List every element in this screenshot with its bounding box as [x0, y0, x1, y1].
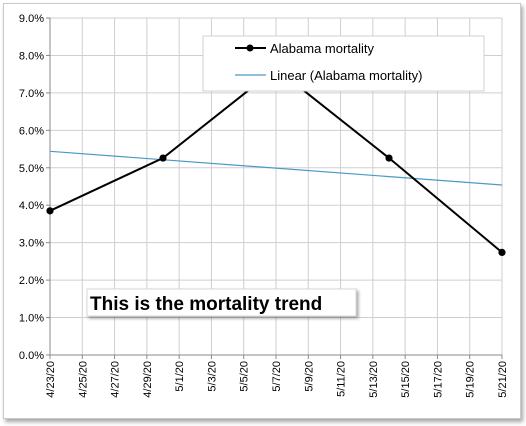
data-point-mortality [159, 154, 167, 162]
x-tick-label: 5/15/20 [400, 361, 412, 398]
x-tick-label: 4/27/20 [110, 361, 122, 398]
legend-label-mortality: Alabama mortality [270, 41, 375, 56]
x-tick-label: 5/19/20 [465, 361, 477, 398]
x-tick-label: 5/11/20 [336, 361, 348, 397]
x-tick-label: 5/3/20 [206, 361, 218, 392]
y-tick-label: 0.0% [19, 350, 44, 362]
y-tick-label: 9.0% [19, 13, 44, 25]
x-tick-label: 5/5/20 [239, 361, 251, 392]
annotation-text: This is the mortality trend [90, 294, 322, 315]
chart-frame: 0.0% 1.0% 2.0% 3.0% 4.0% 5.0% 6.0% 7.0% 8.0% 9.0%… [3, 3, 521, 419]
x-tick-label: 5/1/20 [174, 361, 186, 392]
legend: Alabama mortality Linear (Alabama mortal… [202, 35, 485, 92]
y-tick-label: 1.0% [19, 313, 44, 325]
y-tick-label: 4.0% [19, 200, 44, 212]
x-tick-label: 5/13/20 [368, 361, 380, 398]
data-point-mortality [385, 154, 393, 162]
x-axis-tick-labels: 4/23/20 4/25/20 4/27/20 4/29/20 5/1/20 5/3/20… [45, 361, 509, 398]
annotation-box [86, 288, 357, 317]
annotation: This is the mortality trend [86, 288, 357, 317]
x-tick-label: 4/25/20 [77, 361, 89, 398]
legend-marker-mortality [246, 44, 254, 52]
mortality-line-chart: 0.0% 1.0% 2.0% 3.0% 4.0% 5.0% 6.0% 7.0% 8.0% 9.0%… [19, 13, 509, 398]
y-tick-label: 2.0% [19, 275, 44, 287]
x-tick-label: 5/7/20 [271, 361, 283, 392]
x-tick-label: 4/29/20 [142, 361, 154, 398]
trendline-linear [49, 150, 503, 186]
y-tick-label: 6.0% [19, 125, 44, 137]
x-tick-label: 5/17/20 [432, 361, 444, 398]
x-tick-label: 5/9/20 [303, 361, 315, 392]
x-tick-label: 5/21/20 [497, 361, 509, 398]
data-point-mortality [46, 207, 54, 215]
legend-label-trendline: Linear (Alabama mortality) [270, 68, 422, 83]
axes [46, 17, 503, 359]
data-point-mortality [498, 248, 506, 257]
y-axis-tick-labels: 0.0% 1.0% 2.0% 3.0% 4.0% 5.0% 6.0% 7.0% 8.0% 9.0% [19, 13, 44, 362]
y-tick-label: 7.0% [19, 88, 44, 100]
y-tick-label: 3.0% [19, 238, 44, 250]
x-tick-label: 4/23/20 [45, 361, 57, 398]
y-tick-label: 8.0% [19, 50, 44, 62]
y-tick-label: 5.0% [19, 163, 44, 175]
